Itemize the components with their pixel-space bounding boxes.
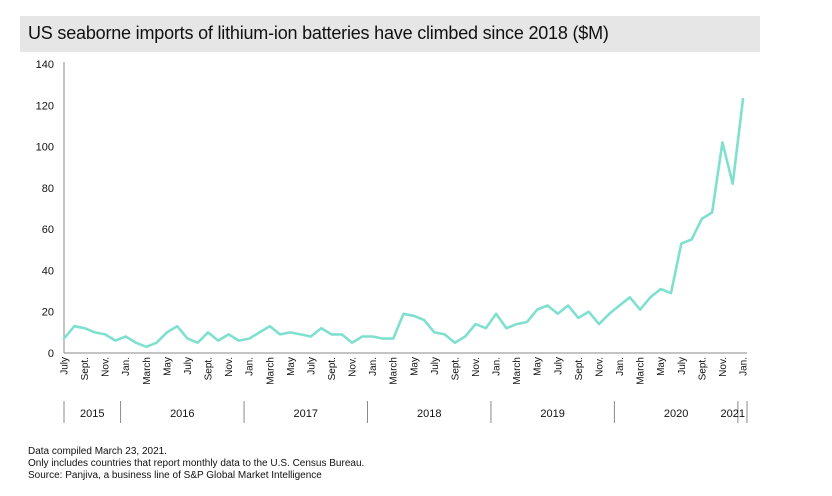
series-line <box>62 97 745 349</box>
x-tick-label: Jan. <box>739 357 750 376</box>
x-tick-label: July <box>430 357 441 375</box>
chart-container: US seaborne imports of lithium-ion batte… <box>20 16 760 482</box>
year-label: 2016 <box>170 408 194 420</box>
footnote-coverage: Only includes countries that report mont… <box>28 458 365 469</box>
x-tick-label: May <box>533 357 544 376</box>
y-tick-label: 20 <box>42 307 54 319</box>
x-tick-label: Jan. <box>245 357 256 376</box>
x-tick-label: Sept. <box>450 357 461 380</box>
x-tick-label: March <box>265 357 276 385</box>
x-tick-label: March <box>142 357 153 385</box>
x-axis: July Sept. Nov. Jan. March May July Sept. Nov. Ja… <box>60 352 750 423</box>
x-tick-label: Sept. <box>697 357 708 380</box>
x-tick-label: Sept. <box>80 357 91 380</box>
footnote-source: Source: Panjiva, a business line of S&P … <box>28 470 322 481</box>
x-tick-label: May <box>162 357 173 376</box>
x-tick-label: July <box>677 357 688 375</box>
x-tick-label: July <box>553 357 564 375</box>
x-tick-label: March <box>389 357 400 385</box>
x-tick-label: Nov. <box>718 357 729 377</box>
title-bar: US seaborne imports of lithium-ion batte… <box>20 16 760 52</box>
x-tick-label: Sept. <box>327 357 338 380</box>
x-tick-label: Jan. <box>368 357 379 376</box>
x-tick-label: Sept. <box>204 357 215 380</box>
y-axis: 0 20 40 60 80 100 120 140 <box>36 59 65 360</box>
x-tick-label: Nov. <box>224 357 235 377</box>
y-tick-label: 120 <box>36 100 54 112</box>
x-tick-label: March <box>636 357 647 385</box>
line-chart: 0 20 40 60 80 100 120 140 July Sept. Nov. Jan. Marc… <box>36 59 750 423</box>
x-tick-label: May <box>656 357 667 376</box>
y-tick-label: 80 <box>42 183 54 195</box>
x-tick-label: Sept. <box>574 357 585 380</box>
x-tick-label: Nov. <box>348 357 359 377</box>
x-tick-label: Jan. <box>615 357 626 376</box>
y-tick-label: 60 <box>42 224 54 236</box>
footnotes: Data compiled March 23, 2021. Only inclu… <box>28 446 364 482</box>
x-tick-label: July <box>306 357 317 375</box>
y-tick-label: 140 <box>36 59 54 71</box>
y-tick-label: 0 <box>48 348 54 360</box>
x-tick-label: March <box>512 357 523 385</box>
x-tick-label: Nov. <box>101 357 112 377</box>
x-tick-label: Jan. <box>121 357 132 376</box>
x-tick-label: May <box>409 357 420 376</box>
x-tick-label: Nov. <box>471 357 482 377</box>
x-tick-label: Nov. <box>594 357 605 377</box>
x-tick-label: May <box>286 357 297 376</box>
year-label: 2021 <box>721 408 745 420</box>
y-tick-label: 40 <box>42 265 54 277</box>
chart-title: US seaborne imports of lithium-ion batte… <box>28 23 609 43</box>
x-tick-label: July <box>183 357 194 375</box>
year-label: 2019 <box>540 408 564 420</box>
year-label: 2020 <box>664 408 688 420</box>
series-group <box>62 97 745 349</box>
footnote-date: Data compiled March 23, 2021. <box>28 446 167 457</box>
x-tick-label: Jan. <box>492 357 503 376</box>
y-tick-label: 100 <box>36 142 54 154</box>
x-tick-label: July <box>60 357 71 375</box>
year-label: 2015 <box>80 408 104 420</box>
year-label: 2017 <box>294 408 318 420</box>
year-label: 2018 <box>417 408 441 420</box>
